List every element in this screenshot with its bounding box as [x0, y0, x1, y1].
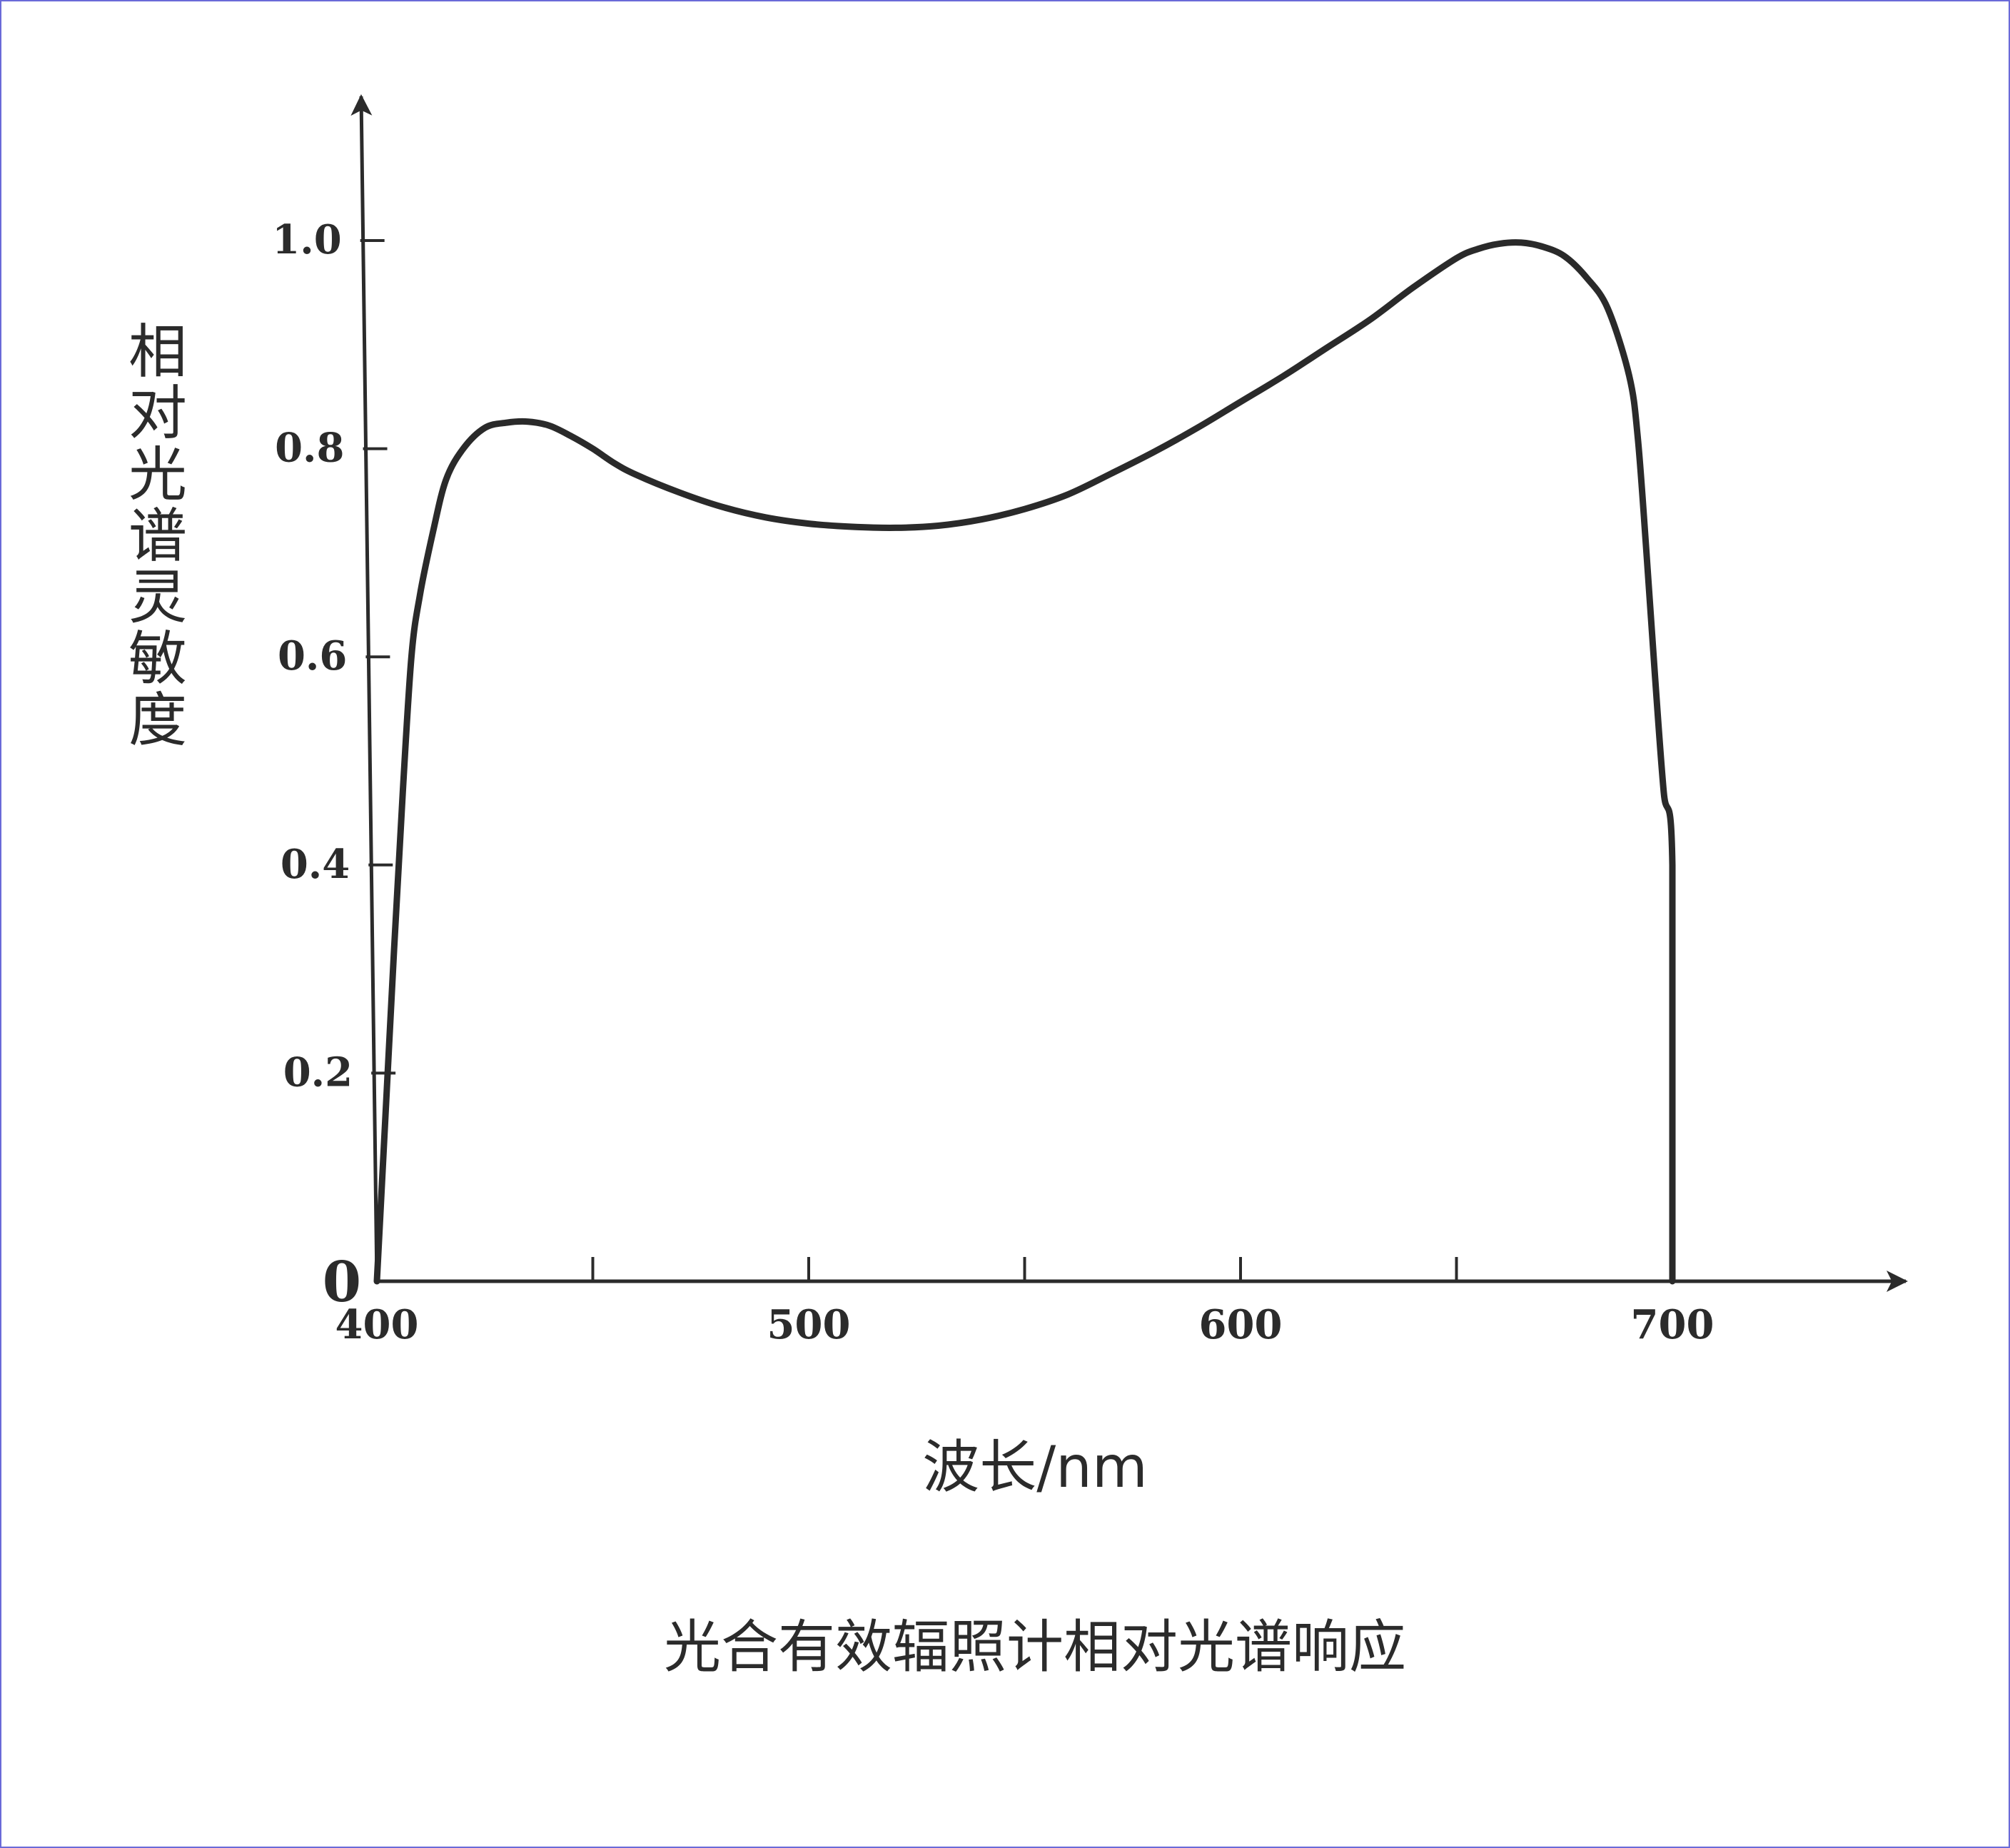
- x-tick-label: 400: [335, 1301, 419, 1348]
- x-axis-title: 波长/nm: [922, 1434, 1148, 1500]
- y-tick-label: 1.0: [272, 216, 341, 263]
- y-axis-ticks: 0 0.2 0.4 0.6 0.8 1.0: [272, 216, 396, 1315]
- series-layer: [373, 239, 1676, 1285]
- y-tick-label: 0.8: [275, 425, 344, 472]
- x-tick-label: 700: [1631, 1301, 1714, 1348]
- y-tick-label: 0.4: [281, 841, 350, 888]
- y-tick-label: 0.2: [283, 1049, 353, 1096]
- x-tick-label: 600: [1199, 1301, 1283, 1348]
- y-axis-title: 相对光谱灵敏度: [118, 320, 186, 750]
- y-axis: [350, 94, 379, 1282]
- x-tick-label: 500: [767, 1301, 851, 1348]
- response-curve: [373, 239, 1676, 1285]
- y-tick-label: 0: [323, 1250, 361, 1315]
- y-tick-label: 0.6: [278, 632, 347, 680]
- chart-title: 光合有效辐照计相对光谱响应: [664, 1614, 1406, 1680]
- x-axis-ticks: 400 500 600 700: [335, 1257, 1714, 1348]
